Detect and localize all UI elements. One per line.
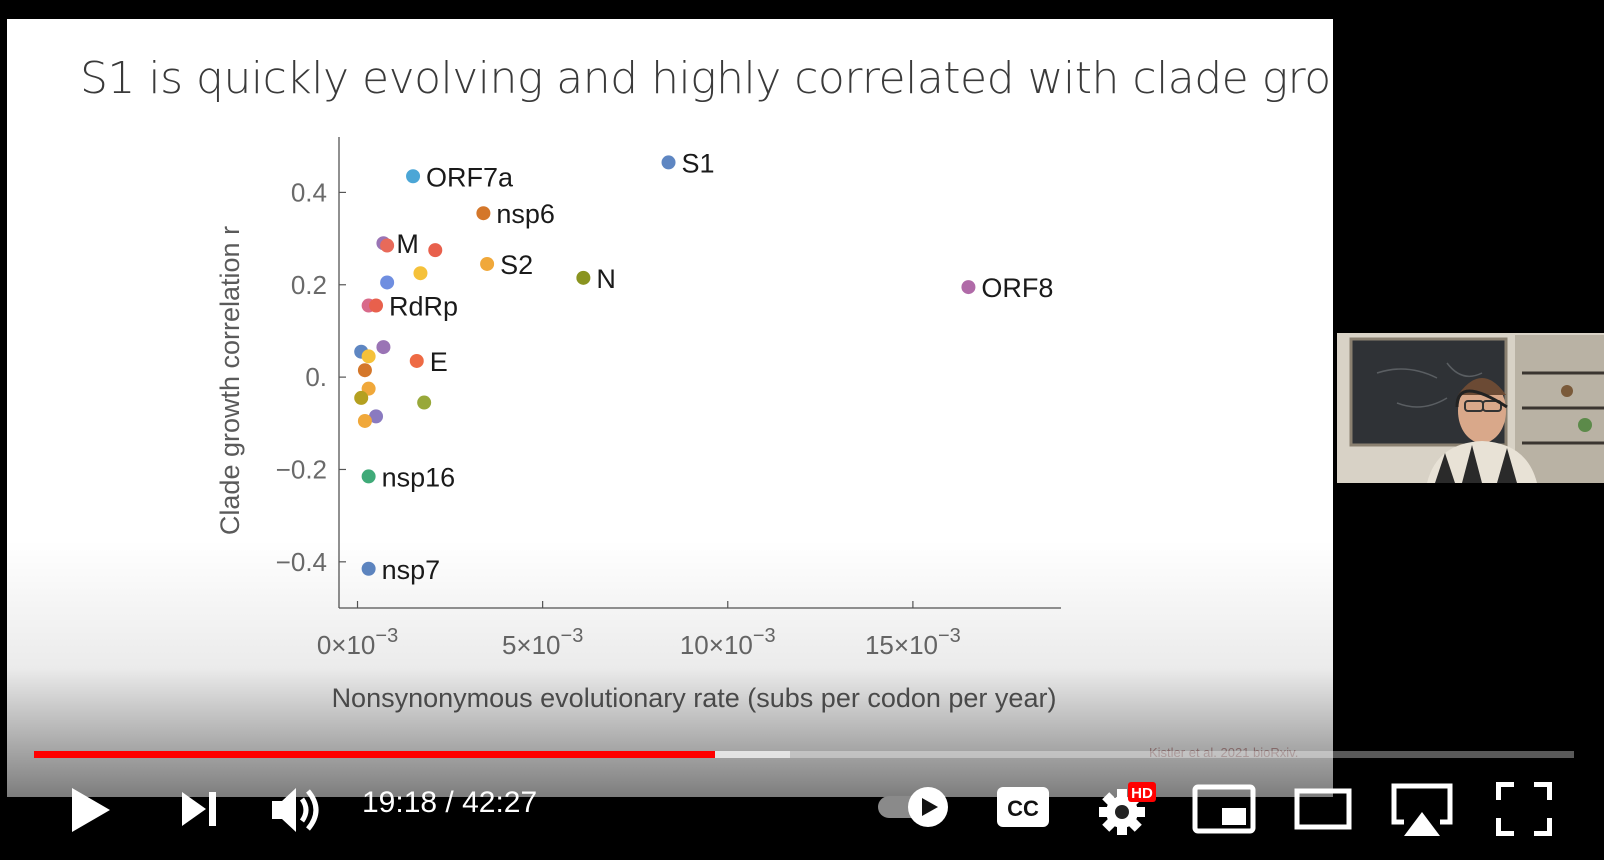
cc-label: CC bbox=[1007, 796, 1039, 821]
data-point bbox=[476, 206, 491, 221]
miniplayer-icon bbox=[1192, 784, 1256, 834]
slide: S1 is quickly evolving and highly correl… bbox=[7, 19, 1333, 797]
data-point bbox=[380, 275, 395, 290]
data-point bbox=[413, 266, 428, 281]
y-tick-label: 0.4 bbox=[291, 177, 327, 207]
data-point bbox=[376, 340, 391, 355]
next-icon bbox=[182, 792, 216, 826]
y-tick-label: 0. bbox=[305, 362, 327, 392]
point-label: RdRp bbox=[389, 292, 458, 322]
settings-button[interactable]: HD bbox=[1098, 780, 1158, 836]
data-point bbox=[357, 413, 372, 428]
point-label: nsp16 bbox=[382, 462, 456, 492]
data-point bbox=[369, 409, 384, 424]
theater-mode-button[interactable] bbox=[1294, 788, 1352, 830]
x-tick-label: 5×10−3 bbox=[502, 625, 583, 660]
time-current: 19:18 bbox=[362, 786, 438, 819]
x-tick-label: 10×10−3 bbox=[680, 625, 776, 660]
x-tick-label: 15×10−3 bbox=[865, 625, 961, 660]
data-point bbox=[409, 353, 424, 368]
fullscreen-icon bbox=[1496, 782, 1552, 836]
volume-button[interactable] bbox=[270, 784, 326, 836]
x-axis-label: Nonsynonymous evolutionary rate (subs pe… bbox=[332, 683, 1057, 713]
data-point bbox=[354, 390, 369, 405]
miniplayer-button[interactable] bbox=[1192, 784, 1256, 834]
hd-badge bbox=[1128, 782, 1156, 802]
y-tick-label: −0.4 bbox=[276, 547, 327, 577]
time-separator: / bbox=[437, 786, 463, 819]
x-tick-label: 0×10−3 bbox=[317, 625, 398, 660]
airplay-button[interactable] bbox=[1390, 782, 1454, 838]
theater-icon bbox=[1294, 788, 1352, 830]
time-display: 19:18 / 42:27 bbox=[362, 786, 537, 820]
data-point bbox=[417, 395, 432, 410]
play-button[interactable] bbox=[70, 786, 114, 834]
cc-icon: CC bbox=[997, 787, 1049, 827]
point-label: E bbox=[430, 347, 448, 377]
data-point bbox=[661, 155, 676, 170]
data-point bbox=[357, 363, 372, 378]
data-point bbox=[369, 298, 384, 313]
y-tick-label: 0.2 bbox=[291, 270, 327, 300]
play-icon bbox=[72, 788, 110, 832]
data-point bbox=[380, 238, 395, 253]
webcam-overlay bbox=[1337, 333, 1604, 483]
hd-badge-label: HD bbox=[1131, 785, 1153, 802]
time-total: 42:27 bbox=[462, 786, 538, 819]
next-button[interactable] bbox=[180, 790, 220, 828]
data-point bbox=[961, 280, 976, 295]
progress-played bbox=[34, 751, 715, 758]
point-label: nsp7 bbox=[382, 555, 441, 585]
data-point bbox=[361, 469, 376, 484]
data-point bbox=[428, 243, 443, 258]
point-label: S2 bbox=[500, 250, 533, 280]
data-point bbox=[361, 561, 376, 576]
point-label: ORF7a bbox=[426, 162, 514, 192]
slide-title: S1 is quickly evolving and highly correl… bbox=[80, 53, 1333, 104]
autoplay-toggle[interactable] bbox=[876, 786, 952, 830]
point-label: M bbox=[396, 229, 419, 259]
point-label: ORF8 bbox=[981, 273, 1053, 303]
y-tick-label: −0.2 bbox=[276, 454, 327, 484]
captions-button[interactable]: CC bbox=[996, 786, 1050, 828]
scatter-chart: 0.4 0.2 0. −0.2 −0.4 0×10−3 5×10−3 10×10−3 15×10… bbox=[215, 137, 1061, 713]
data-point bbox=[480, 256, 495, 271]
y-axis-label: Clade growth correlation r bbox=[215, 226, 245, 535]
autoplay-toggle-icon bbox=[878, 787, 948, 827]
settings-icon: HD bbox=[1099, 782, 1156, 835]
point-label: S1 bbox=[682, 148, 715, 178]
progress-bar[interactable] bbox=[34, 751, 1574, 758]
fullscreen-button[interactable] bbox=[1496, 782, 1552, 836]
data-point bbox=[576, 270, 591, 285]
data-point bbox=[406, 169, 421, 184]
volume-icon bbox=[272, 788, 319, 832]
point-label: nsp6 bbox=[496, 199, 555, 229]
airplay-icon bbox=[1391, 783, 1453, 836]
presenter-webcam-image bbox=[1337, 333, 1604, 483]
data-point bbox=[361, 349, 376, 364]
point-label: N bbox=[596, 264, 616, 294]
